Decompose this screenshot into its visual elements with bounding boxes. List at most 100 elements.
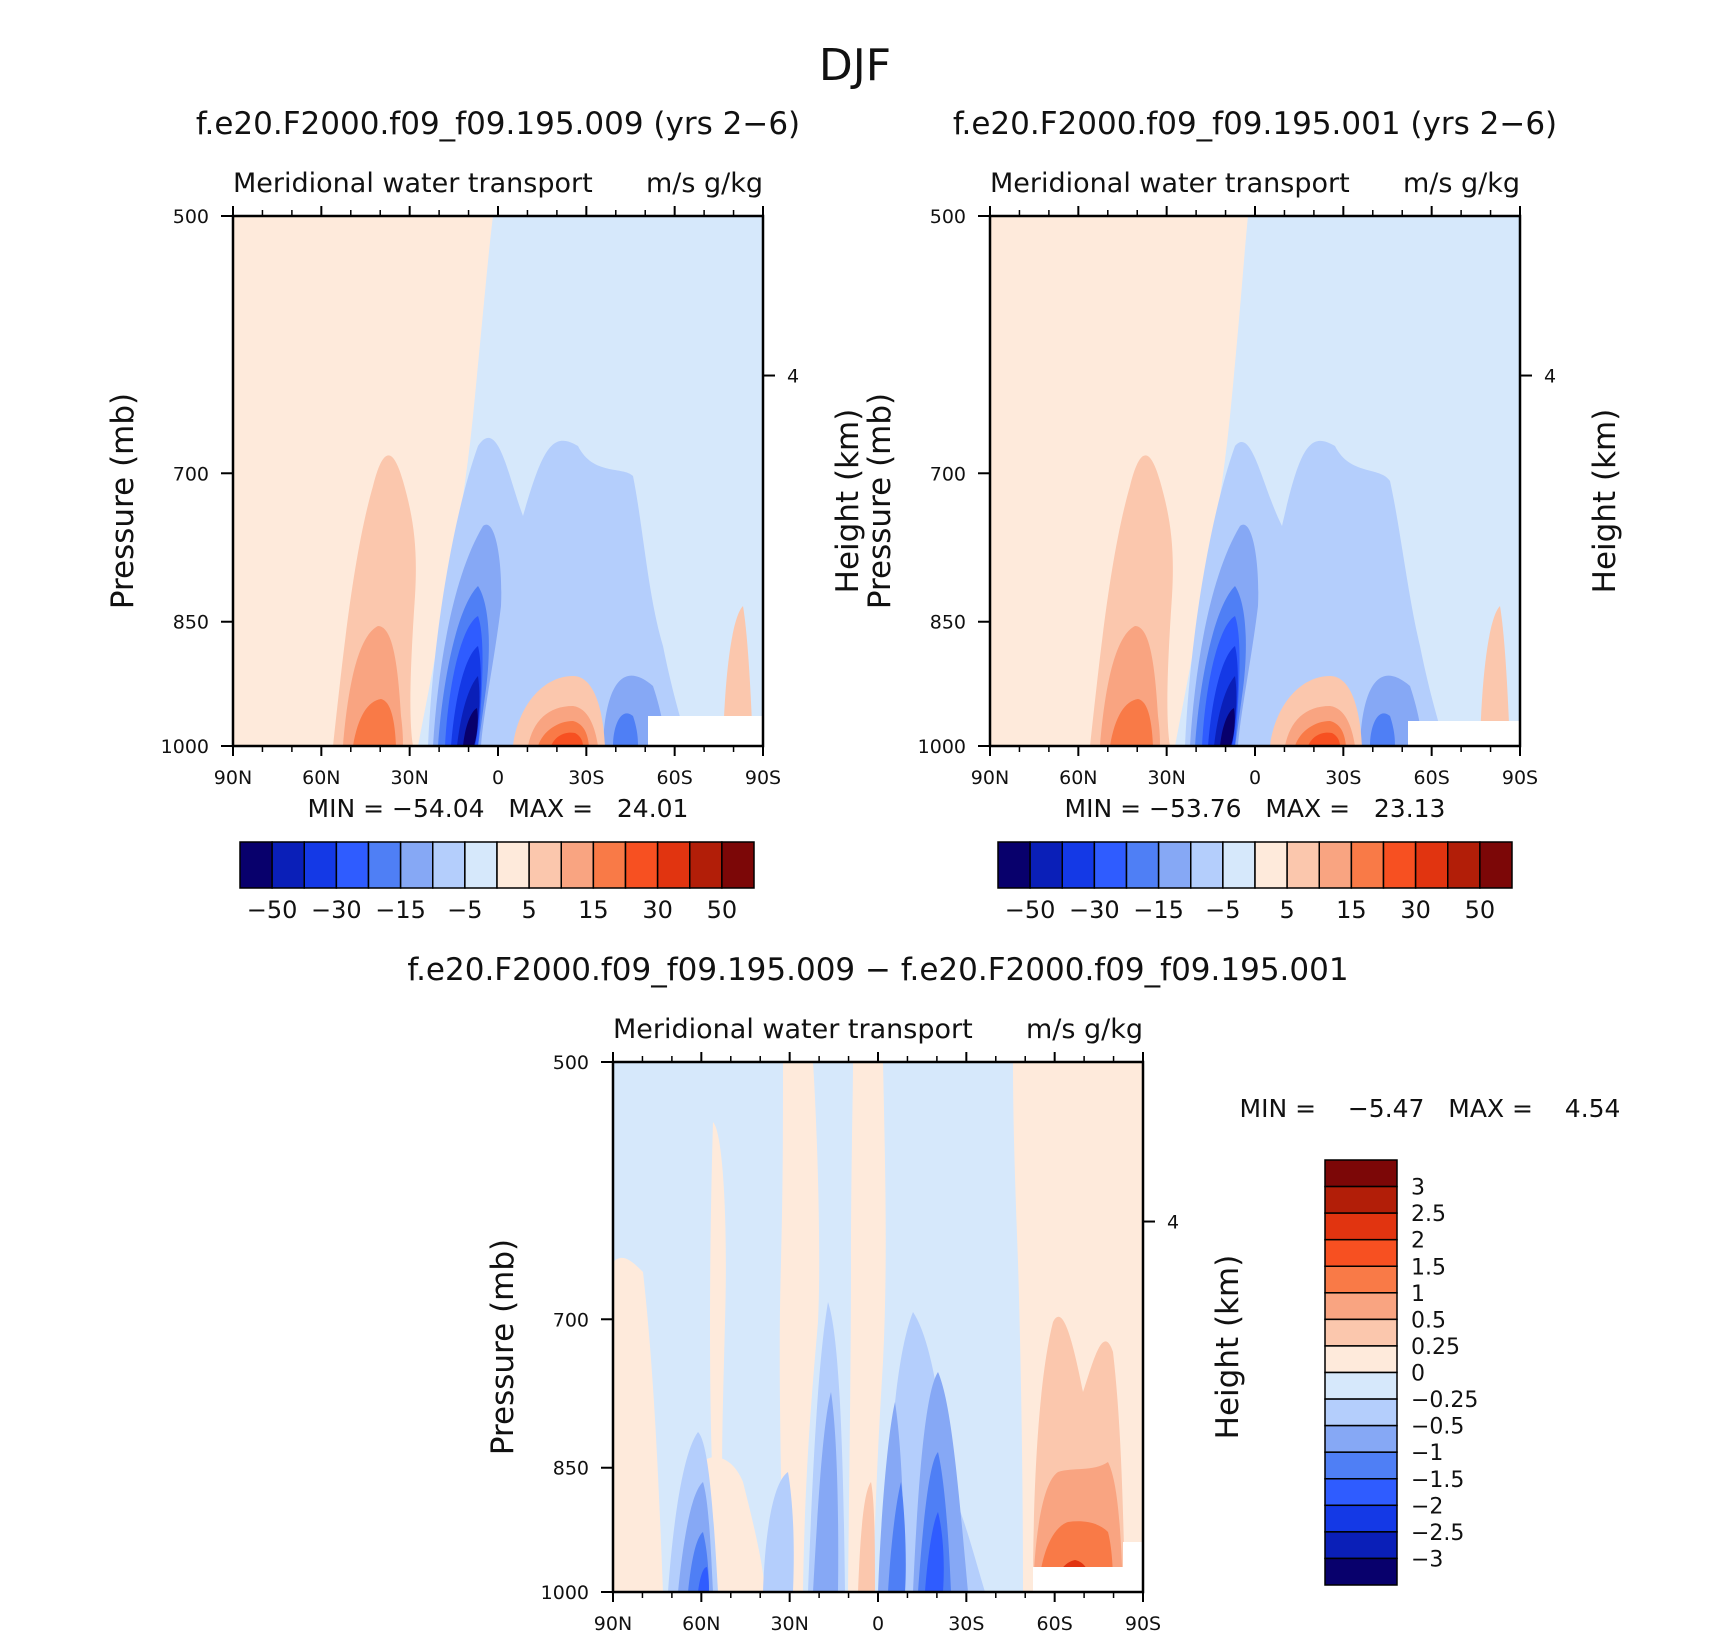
y-tick-label: 500 [553, 1052, 589, 1074]
contour-pos-4 [1308, 732, 1340, 746]
colorbar-label: −15 [1133, 896, 1184, 924]
panel-2 [988, 214, 1522, 748]
colorbar-label: 1 [1411, 1282, 1425, 1307]
colorbar-label: −0.5 [1411, 1415, 1464, 1440]
panel3-units: m/s g/kg [1026, 1014, 1143, 1045]
colorbar-box [624, 841, 659, 889]
diff-pos-0b [613, 1062, 886, 1592]
panel1-colorbar: −50 −30 −15 −5 5 15 30 50 [239, 841, 755, 924]
x-tick-label: 30S [568, 767, 604, 789]
colorbar-box [1324, 1451, 1398, 1480]
x-tick-label: 90N [971, 767, 1009, 789]
colorbar-box [1324, 1531, 1398, 1560]
colorbar-label: −2 [1411, 1494, 1443, 1519]
colorbar-label: −5 [1205, 896, 1240, 924]
contour-field [990, 216, 1520, 746]
colorbar-label: 2.5 [1411, 1202, 1446, 1227]
colorbar-box [1324, 1265, 1398, 1294]
figure-title: DJF [819, 40, 891, 91]
colorbar-box [560, 841, 595, 889]
missing-data [1408, 721, 1520, 746]
contour-neg-3 [438, 586, 638, 746]
colorbar-box [335, 841, 370, 889]
colorbar-label: 30 [642, 896, 673, 924]
y-right-tick-label: 4 [787, 366, 799, 388]
panel2-units: m/s g/kg [1403, 168, 1520, 199]
colorbar-box [656, 841, 691, 889]
panel3-colorbar: 32.521.510.50.250−0.25−0.5−1−1.5−2−2.5−3 [1324, 1159, 1478, 1586]
axes-and-labels: f.e20.F2000.f09_f09.195.009 (yrs 2−6) Mer… [105, 106, 1623, 1635]
panel3-ylabel: Pressure (mb) [485, 1239, 521, 1455]
panel3-axes: f.e20.F2000.f09_f09.195.009 − f.e20.F200… [407, 952, 1620, 1635]
y-tick-label: 1000 [161, 736, 209, 758]
colorbar-label: −30 [311, 896, 362, 924]
colorbar-box [689, 841, 723, 889]
colorbar-box [1324, 1318, 1398, 1347]
colorbar-box [303, 841, 338, 889]
y-right-tick-label: 4 [1544, 366, 1556, 388]
colorbar-box [1324, 1557, 1398, 1586]
colorbar-box [528, 841, 562, 889]
y-tick-label: 1000 [918, 736, 966, 758]
panel2-colorbar: −50 −30 −15 −5 5 15 30 50 [997, 841, 1513, 924]
colorbar-box [1479, 841, 1513, 889]
colorbar-label: −30 [1069, 896, 1120, 924]
colorbar-box [1382, 841, 1417, 889]
colorbar-box [1324, 1185, 1398, 1214]
panel1-title: f.e20.F2000.f09_f09.195.009 (yrs 2−6) [196, 106, 800, 142]
colorbar-box [271, 841, 305, 889]
colorbar-label: 50 [707, 896, 738, 924]
colorbar-box [1061, 841, 1096, 889]
x-tick-label: 30N [390, 767, 428, 789]
x-tick-label: 90N [214, 767, 252, 789]
colorbar-box [721, 841, 755, 889]
colorbar-box [1324, 1159, 1398, 1188]
colorbar-box [1029, 841, 1063, 889]
colorbar-label: −5 [447, 896, 482, 924]
x-tick-label: 60S [657, 767, 693, 789]
colorbar-box [1318, 841, 1353, 889]
contour-neg-3 [1195, 586, 1395, 746]
panel2-title: f.e20.F2000.f09_f09.195.001 (yrs 2−6) [953, 106, 1557, 142]
contour-field [233, 216, 763, 746]
colorbar-box [1286, 841, 1320, 889]
panel2-ylabel-right: Height (km) [1587, 409, 1623, 594]
panel1-units: m/s g/kg [646, 168, 763, 199]
y-tick-label: 700 [930, 463, 966, 485]
colorbar-box [1414, 841, 1449, 889]
y-tick-label: 850 [553, 1458, 589, 1480]
x-tick-label: 60N [1059, 767, 1097, 789]
x-tick-label: 30S [1325, 767, 1361, 789]
colorbar-box [1324, 1478, 1398, 1507]
colorbar-label: −1 [1411, 1441, 1443, 1466]
colorbar-label: −0.25 [1411, 1388, 1478, 1413]
colorbar-label: 2 [1411, 1229, 1425, 1254]
colorbar-box [592, 841, 627, 889]
colorbar-box [1222, 841, 1256, 889]
panel3-stats: MIN = −5.47 MAX = 4.54 [1240, 1094, 1621, 1123]
diff-pos-0c [693, 1122, 765, 1592]
panel1-stats: MIN = −54.04 MAX = 24.01 [308, 794, 689, 823]
x-tick-label: 60S [1037, 1613, 1073, 1635]
colorbar-box [1190, 841, 1224, 889]
colorbar-label: 0 [1411, 1362, 1425, 1387]
panel2-axes: f.e20.F2000.f09_f09.195.001 (yrs 2−6) Mer… [862, 106, 1623, 924]
colorbar-box [1125, 841, 1160, 889]
colorbar-box [1447, 841, 1481, 889]
panel3-ylabel-right: Height (km) [1210, 1255, 1246, 1440]
panel1-ylabel: Pressure (mb) [105, 393, 141, 609]
panel3-subtitle: Meridional water transport [613, 1014, 973, 1045]
x-tick-label: 90S [745, 767, 781, 789]
x-tick-label: 30N [770, 1613, 808, 1635]
x-tick-label: 60N [682, 1613, 720, 1635]
y-right-tick-label: 4 [1167, 1212, 1179, 1234]
colorbar-box [1324, 1292, 1398, 1321]
y-tick-label: 700 [553, 1309, 589, 1331]
colorbar-box [432, 841, 466, 889]
y-tick-label: 850 [930, 612, 966, 634]
colorbar-label: 0.25 [1411, 1335, 1460, 1360]
missing-data [648, 716, 763, 746]
colorbar-box [496, 841, 530, 889]
colorbar-box [1324, 1345, 1398, 1374]
